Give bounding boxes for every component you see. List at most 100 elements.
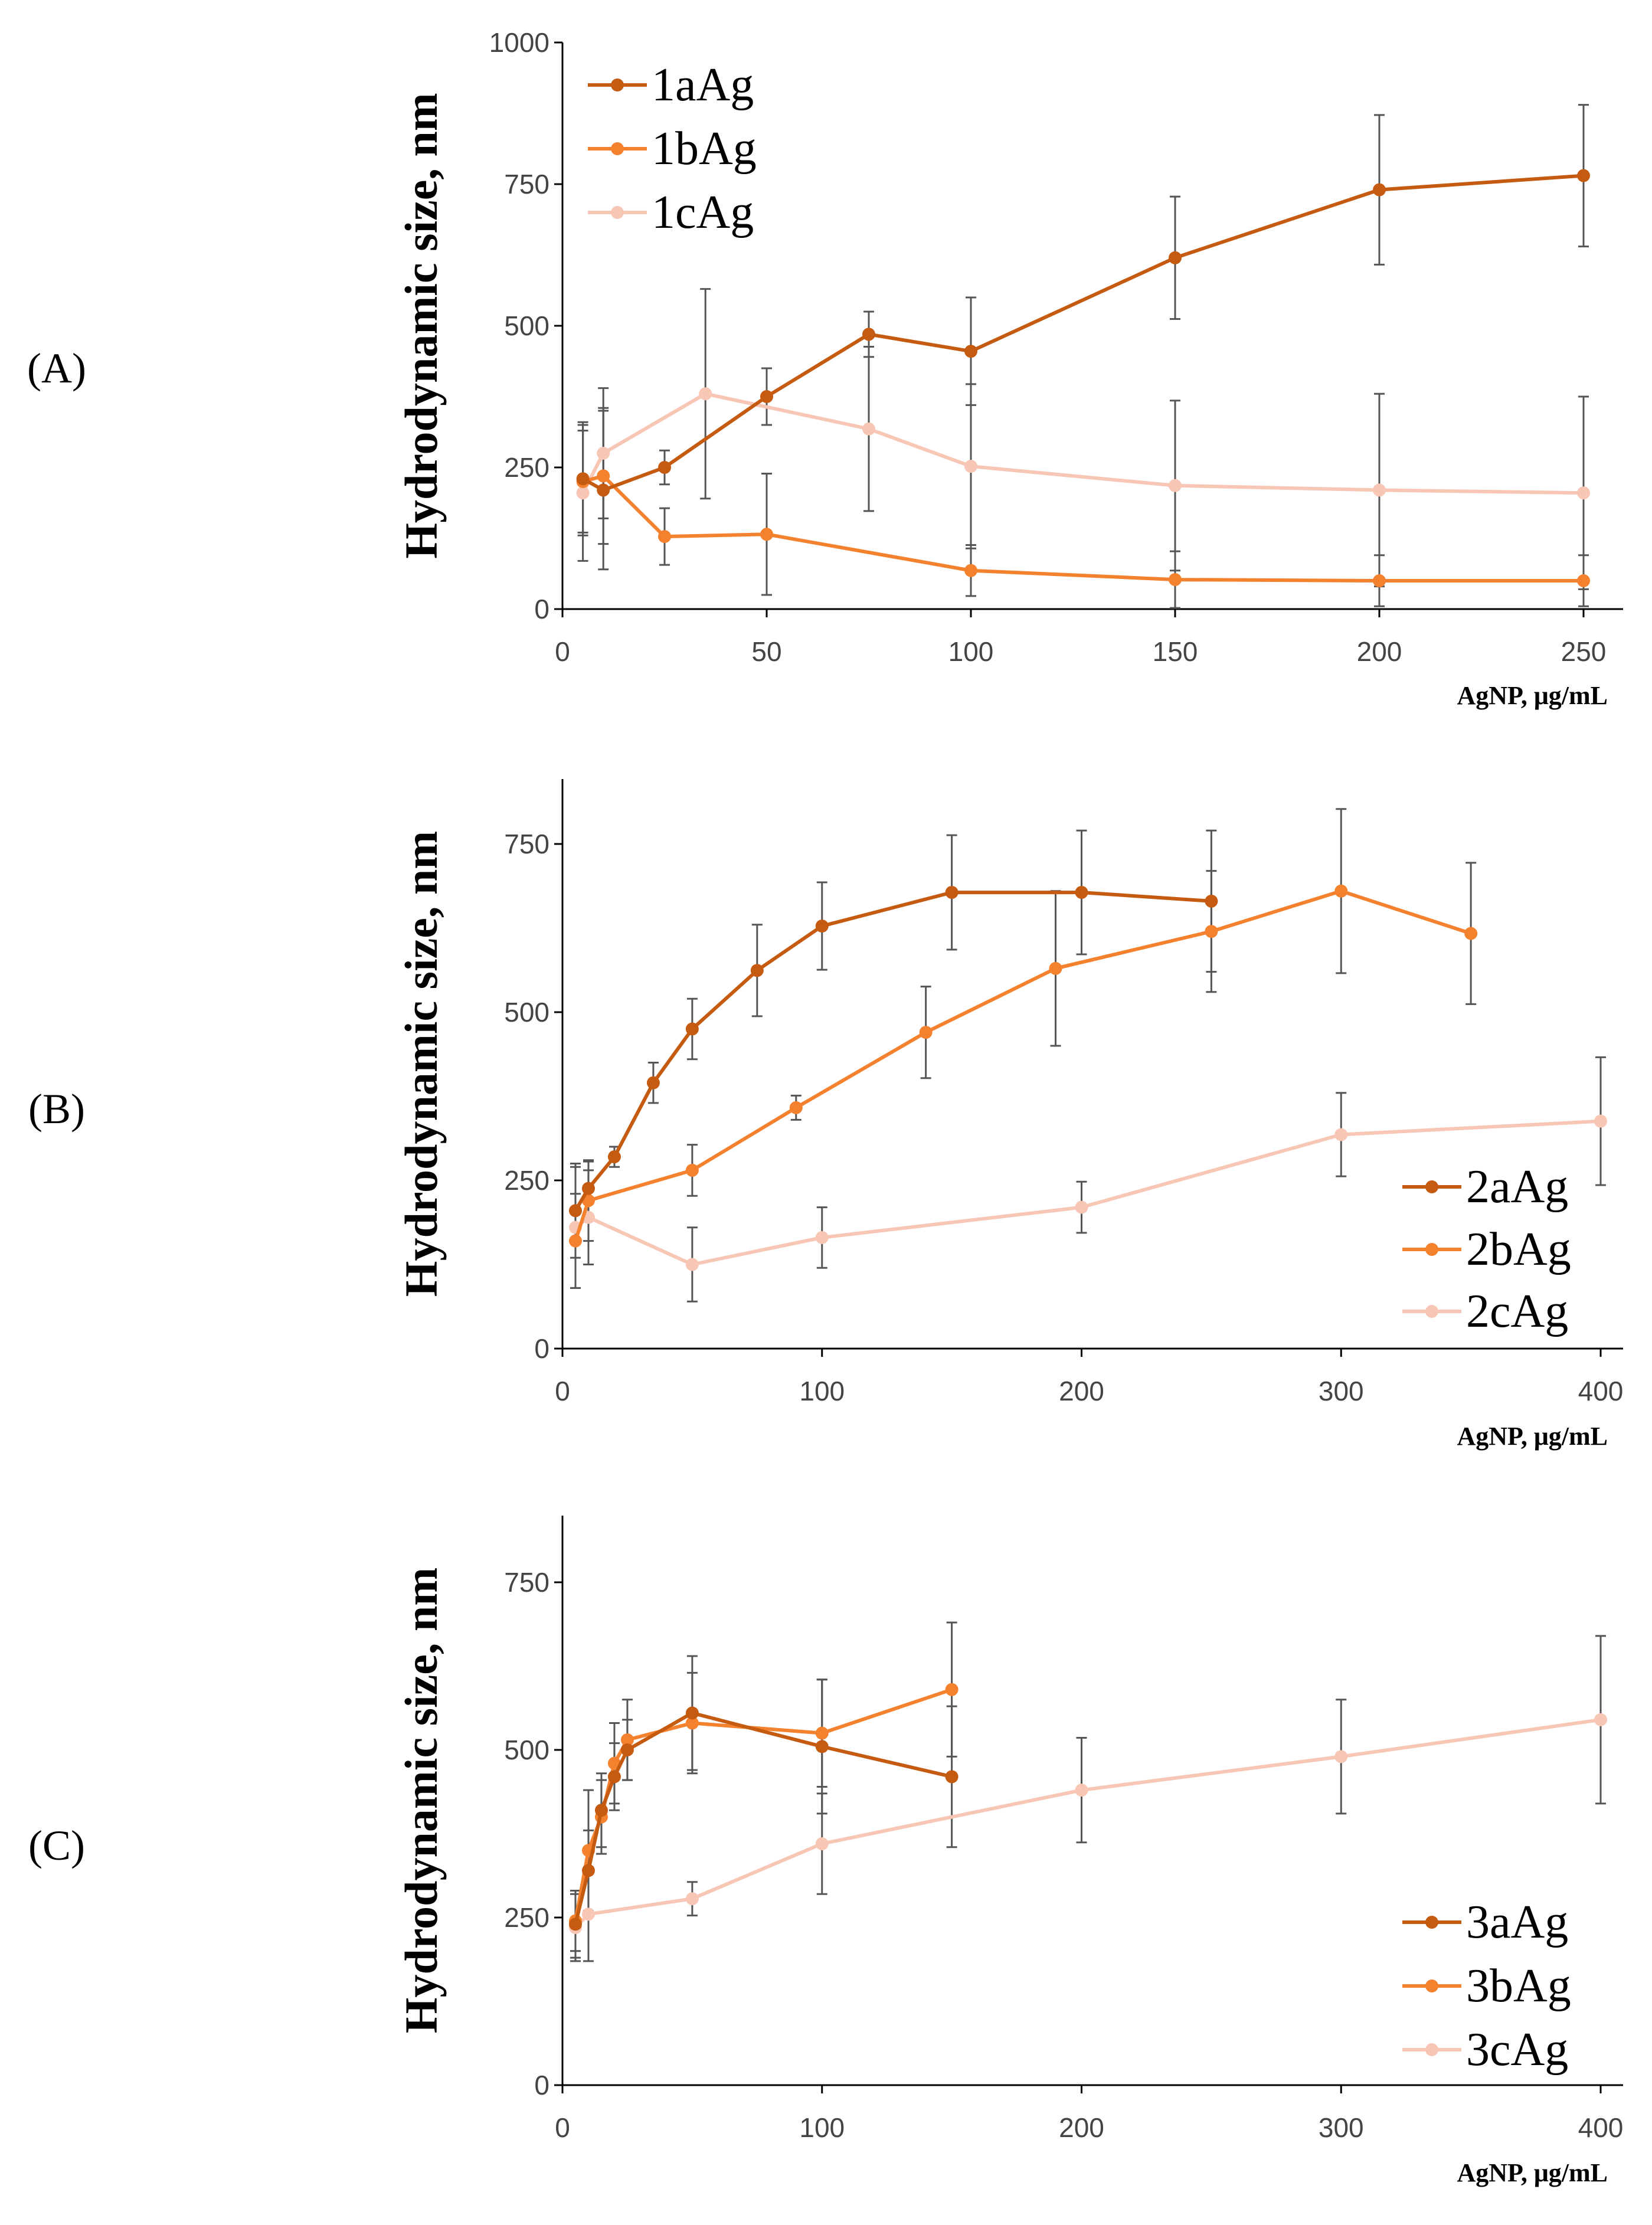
data-point-1bAg	[964, 564, 977, 577]
data-point-1aAg	[1373, 183, 1386, 197]
data-point-3aAg	[945, 1770, 959, 1784]
series-line-2cAg	[574, 1119, 1601, 1267]
y-tick-label: 250	[504, 1902, 549, 1933]
x-tick-label: 100	[799, 1376, 845, 1406]
y-axis-title: Hydrodynamic size, nm	[395, 1568, 447, 2033]
data-point-2aAg	[607, 1150, 621, 1164]
data-point-1cAg	[699, 387, 712, 401]
data-point-1cAg	[1169, 479, 1182, 492]
data-point-1cAg	[1577, 486, 1590, 500]
legend-marker	[1425, 1979, 1438, 1992]
data-point-1bAg	[1373, 574, 1386, 587]
y-tick-label: 500	[504, 1735, 549, 1765]
data-point-1bAg	[1169, 573, 1182, 587]
data-point-1cAg	[597, 447, 610, 460]
y-tick-label: 500	[504, 310, 549, 341]
x-tick-label: 400	[1578, 2112, 1624, 2143]
data-point-1aAg	[964, 345, 977, 358]
data-point-2aAg	[945, 886, 959, 899]
legend-marker	[1425, 1180, 1438, 1193]
data-point-1aAg	[862, 328, 875, 341]
series-line-3bAg	[574, 1687, 953, 1922]
data-point-2bAg	[1464, 927, 1478, 940]
legend-marker	[1425, 1916, 1438, 1929]
data-point-2aAg	[750, 964, 764, 977]
legend-marker	[1425, 2043, 1438, 2056]
x-axis-title: AgNP, μg/mL	[1457, 681, 1608, 710]
x-tick-label: 100	[948, 636, 994, 667]
y-tick-label: 500	[504, 997, 549, 1028]
data-point-3aAg	[581, 1864, 595, 1877]
series-line-2aAg	[574, 891, 1212, 1212]
data-point-2cAg	[1075, 1200, 1088, 1214]
x-tick-label: 400	[1578, 1376, 1624, 1406]
panel-label: (C)	[28, 1822, 85, 1869]
legend-entry: 2bAg	[1466, 1223, 1571, 1275]
data-point-2bAg	[1334, 884, 1348, 898]
x-axis-title: AgNP, μg/mL	[1457, 2158, 1608, 2187]
data-point-1bAg	[597, 469, 610, 483]
y-tick-label: 0	[534, 1333, 549, 1364]
legend-marker	[611, 142, 624, 155]
data-point-3cAg	[581, 1907, 595, 1921]
data-point-2bAg	[1049, 961, 1062, 975]
series-line-2bAg	[574, 889, 1472, 1242]
x-tick-label: 300	[1319, 1376, 1364, 1406]
legend-entry: 3bAg	[1466, 1960, 1571, 2012]
data-point-1aAg	[1577, 169, 1590, 182]
x-tick-label: 100	[799, 2112, 845, 2143]
x-tick-label: 0	[555, 1376, 570, 1406]
data-point-1bAg	[658, 530, 671, 544]
x-tick-label: 0	[555, 2112, 570, 2143]
y-tick-label: 750	[504, 1567, 549, 1598]
data-point-3aAg	[594, 1804, 608, 1817]
data-point-3aAg	[568, 1918, 582, 1931]
data-point-1aAg	[1169, 251, 1182, 264]
data-point-3aAg	[815, 1740, 829, 1753]
series-line-3cAg	[574, 1717, 1601, 1929]
data-point-2bAg	[919, 1026, 933, 1039]
data-point-3cAg	[1334, 1750, 1348, 1763]
y-tick-label: 750	[504, 829, 549, 859]
data-point-2aAg	[568, 1204, 582, 1218]
chart-panel-3: 0 250 500 750 0 100 200 300 400 Hydrodynamic size…	[28, 1516, 1623, 2187]
y-tick-label: 250	[504, 1165, 549, 1196]
series-line-1cAg	[581, 392, 1584, 495]
data-point-3cAg	[685, 1892, 699, 1906]
legend-marker	[1425, 1305, 1438, 1318]
x-tick-label: 200	[1059, 2112, 1104, 2143]
data-point-2cAg	[1334, 1128, 1348, 1141]
x-tick-label: 200	[1357, 636, 1402, 667]
data-point-2bAg	[685, 1163, 699, 1177]
data-point-1cAg	[964, 460, 977, 473]
legend-marker	[1425, 1243, 1438, 1256]
y-tick-label: 0	[534, 2070, 549, 2100]
legend-marker	[611, 78, 624, 91]
panel-label: (B)	[28, 1085, 85, 1133]
x-tick-label: 50	[751, 636, 781, 667]
data-point-1cAg	[862, 422, 875, 436]
chart-panel-1: 0 250 500 750 1000 0 50 100 150 200 250 Hydrodynami…	[27, 27, 1623, 710]
data-point-3aAg	[620, 1743, 634, 1756]
data-point-2aAg	[1075, 886, 1088, 899]
data-point-2cAg	[1594, 1114, 1607, 1128]
y-tick-label: 750	[504, 169, 549, 199]
data-point-1cAg	[1373, 483, 1386, 497]
y-axis-title: Hydrodynamic size, nm	[395, 93, 447, 558]
x-tick-label: 150	[1153, 636, 1198, 667]
data-point-2bAg	[568, 1234, 582, 1248]
legend-marker	[611, 206, 624, 219]
data-point-3bAg	[945, 1683, 959, 1696]
y-tick-label: 1000	[489, 27, 549, 58]
data-point-2cAg	[685, 1258, 699, 1271]
y-tick-label: 250	[504, 452, 549, 483]
data-point-1cAg	[576, 486, 590, 500]
series-line-3aAg	[574, 1711, 953, 1925]
x-tick-label: 0	[555, 636, 570, 667]
x-tick-label: 250	[1561, 636, 1607, 667]
x-axis-title: AgNP, μg/mL	[1457, 1422, 1608, 1451]
data-point-2aAg	[1205, 894, 1218, 908]
data-point-3cAg	[1594, 1713, 1607, 1726]
data-point-3bAg	[815, 1726, 829, 1740]
